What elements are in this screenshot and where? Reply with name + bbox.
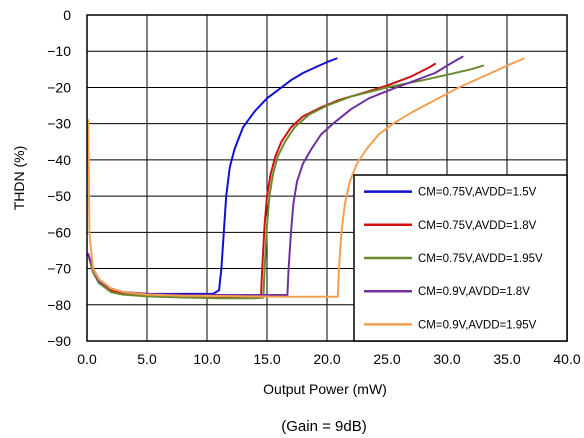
x-tick-label: 5.0 [137,351,157,367]
x-tick-label: 35.0 [493,351,520,367]
x-tick-labels: 0.0 5.0 10.0 15.0 20.0 25.0 30.0 35.0 40.0 [77,351,581,367]
series-lines [87,55,525,300]
y-tick-label: −40 [47,152,71,168]
legend-box [353,174,568,342]
legend-entry: CM=0.9V,AVDD=1.95V [418,319,537,331]
y-tick-label: −80 [47,297,71,313]
y-tick-label: −60 [47,224,71,240]
series-line-5 [87,57,525,298]
x-axis-label: Output Power (mW) [263,381,387,397]
y-tick-labels: 0 −10 −20 −30 −40 −50 −60 −70 −80 −90 [47,7,71,349]
x-tick-label: 25.0 [373,351,400,367]
x-tick-label: 0.0 [77,351,97,367]
y-tick-label: −30 [47,116,71,132]
y-tick-label: −10 [47,43,71,59]
series-line-3 [87,64,484,300]
legend: CM=0.75V,AVDD=1.5V CM=0.75V,AVDD=1.8V CM=0… [353,174,568,342]
y-tick-label: −90 [47,333,71,349]
legend-entry: CM=0.75V,AVDD=1.8V [418,220,537,232]
y-axis-label: THDN (%) [11,146,27,211]
x-tick-label: 20.0 [313,351,340,367]
x-tick-label: 10.0 [193,351,220,367]
y-tick-label: −20 [47,79,71,95]
x-tick-label: 15.0 [253,351,280,367]
x-tick-label: 40.0 [553,351,580,367]
y-tick-label: −70 [47,261,71,277]
legend-entry: CM=0.75V,AVDD=1.5V [418,187,537,199]
x-tick-label: 30.0 [433,351,460,367]
legend-entry: CM=0.75V,AVDD=1.95V [418,253,543,265]
legend-entry: CM=0.9V,AVDD=1.8V [418,286,530,298]
chart-caption: (Gain = 9dB) [281,418,366,435]
y-tick-label: −50 [47,188,71,204]
y-tick-label: 0 [63,7,71,23]
